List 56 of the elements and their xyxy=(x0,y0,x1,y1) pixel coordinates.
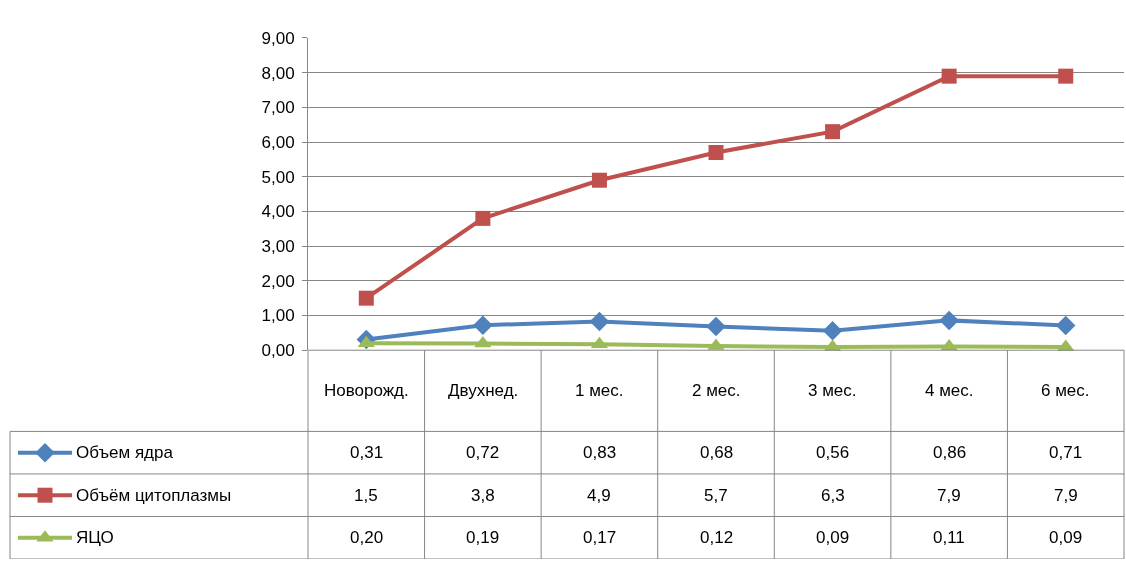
y-tick-label: 6,00 xyxy=(261,133,295,153)
data-label: 0,17 xyxy=(583,528,617,547)
data-label: 1,5 xyxy=(354,486,378,505)
point xyxy=(473,315,493,335)
point xyxy=(358,290,374,306)
data-label: 0,20 xyxy=(350,528,384,547)
point xyxy=(822,321,843,341)
data-label: 0,86 xyxy=(933,443,967,462)
data-label: 0,09 xyxy=(816,528,850,547)
data-label: 0,72 xyxy=(466,443,500,462)
y-tick-label: 8,00 xyxy=(261,63,295,83)
data-label: 4,9 xyxy=(587,486,611,505)
legend-label: Объём цитоплазмы xyxy=(76,486,232,505)
data-label: 0,56 xyxy=(816,443,850,462)
y-tick-label: 9,00 xyxy=(261,28,295,48)
point xyxy=(475,210,491,226)
point xyxy=(1055,315,1076,336)
point xyxy=(589,311,610,332)
y-tick-label: 2,00 xyxy=(261,271,295,291)
data-label: 0,68 xyxy=(700,443,734,462)
x-tick-label: 6 мес. xyxy=(1041,381,1090,400)
y-tick-label: 5,00 xyxy=(261,167,295,187)
point xyxy=(357,335,375,348)
x-tick-label: Двухнед. xyxy=(448,381,519,400)
x-tick-label: Новорожд. xyxy=(324,381,409,400)
y-tick-label: 4,00 xyxy=(261,202,295,222)
data-label: 3,8 xyxy=(471,486,495,505)
data-label: 5,7 xyxy=(704,486,728,505)
legend-label: Объем ядра xyxy=(76,443,174,462)
y-tick-label: 0,00 xyxy=(261,341,295,361)
y-tick-label: 3,00 xyxy=(261,237,295,257)
point xyxy=(825,124,841,140)
y-tick-label: 1,00 xyxy=(261,306,295,326)
data-label: 0,31 xyxy=(350,443,384,462)
point xyxy=(939,310,959,331)
point xyxy=(941,68,957,84)
data-label: 0,12 xyxy=(700,528,734,547)
point xyxy=(1058,68,1074,84)
point xyxy=(591,172,607,188)
data-label: 7,9 xyxy=(1054,486,1078,505)
data-label: 0,83 xyxy=(583,443,617,462)
data-label: 0,11 xyxy=(933,528,965,547)
data-label: 0,71 xyxy=(1049,443,1083,462)
y-tick-label: 7,00 xyxy=(261,98,295,118)
x-tick-label: 3 мес. xyxy=(808,381,857,400)
data-label: 7,9 xyxy=(937,486,961,505)
x-tick-label: 4 мес. xyxy=(925,381,974,400)
point xyxy=(706,316,726,337)
data-label: 0,09 xyxy=(1049,528,1083,547)
data-label: 6,3 xyxy=(821,486,845,505)
point xyxy=(708,144,724,160)
x-tick-label: 2 мес. xyxy=(692,381,741,400)
legend-label: ЯЦО xyxy=(76,528,114,547)
x-tick-label: 1 мес. xyxy=(575,381,624,400)
point xyxy=(940,338,958,351)
data-label: 0,19 xyxy=(466,528,500,547)
